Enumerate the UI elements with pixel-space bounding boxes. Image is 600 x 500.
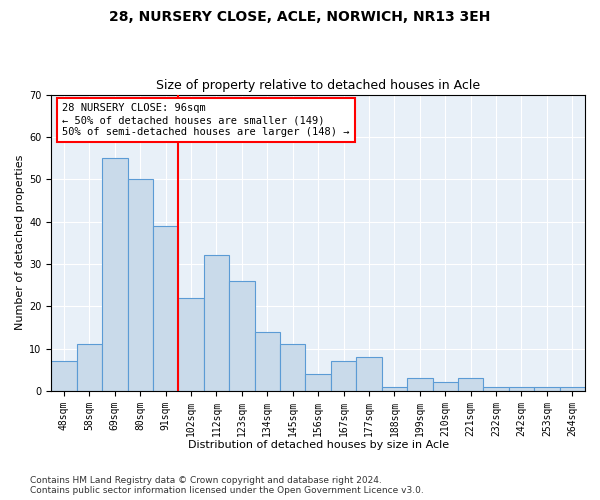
Bar [560,386,585,391]
Bar [77,344,102,391]
Title: Size of property relative to detached houses in Acle: Size of property relative to detached ho… [156,79,480,92]
Bar [509,386,534,391]
Bar [356,357,382,391]
Bar [204,256,229,391]
Bar [433,382,458,391]
Bar [254,332,280,391]
Bar [534,386,560,391]
Bar [128,179,153,391]
Text: 28, NURSERY CLOSE, ACLE, NORWICH, NR13 3EH: 28, NURSERY CLOSE, ACLE, NORWICH, NR13 3… [109,10,491,24]
Bar [407,378,433,391]
Bar [51,361,77,391]
Bar [102,158,128,391]
Bar [153,226,178,391]
Bar [280,344,305,391]
Text: Contains HM Land Registry data © Crown copyright and database right 2024.
Contai: Contains HM Land Registry data © Crown c… [30,476,424,495]
Bar [305,374,331,391]
Bar [382,386,407,391]
Bar [229,281,254,391]
X-axis label: Distribution of detached houses by size in Acle: Distribution of detached houses by size … [188,440,449,450]
Bar [331,361,356,391]
Y-axis label: Number of detached properties: Number of detached properties [15,155,25,330]
Text: 28 NURSERY CLOSE: 96sqm
← 50% of detached houses are smaller (149)
50% of semi-d: 28 NURSERY CLOSE: 96sqm ← 50% of detache… [62,104,349,136]
Bar [458,378,484,391]
Bar [178,298,204,391]
Bar [484,386,509,391]
